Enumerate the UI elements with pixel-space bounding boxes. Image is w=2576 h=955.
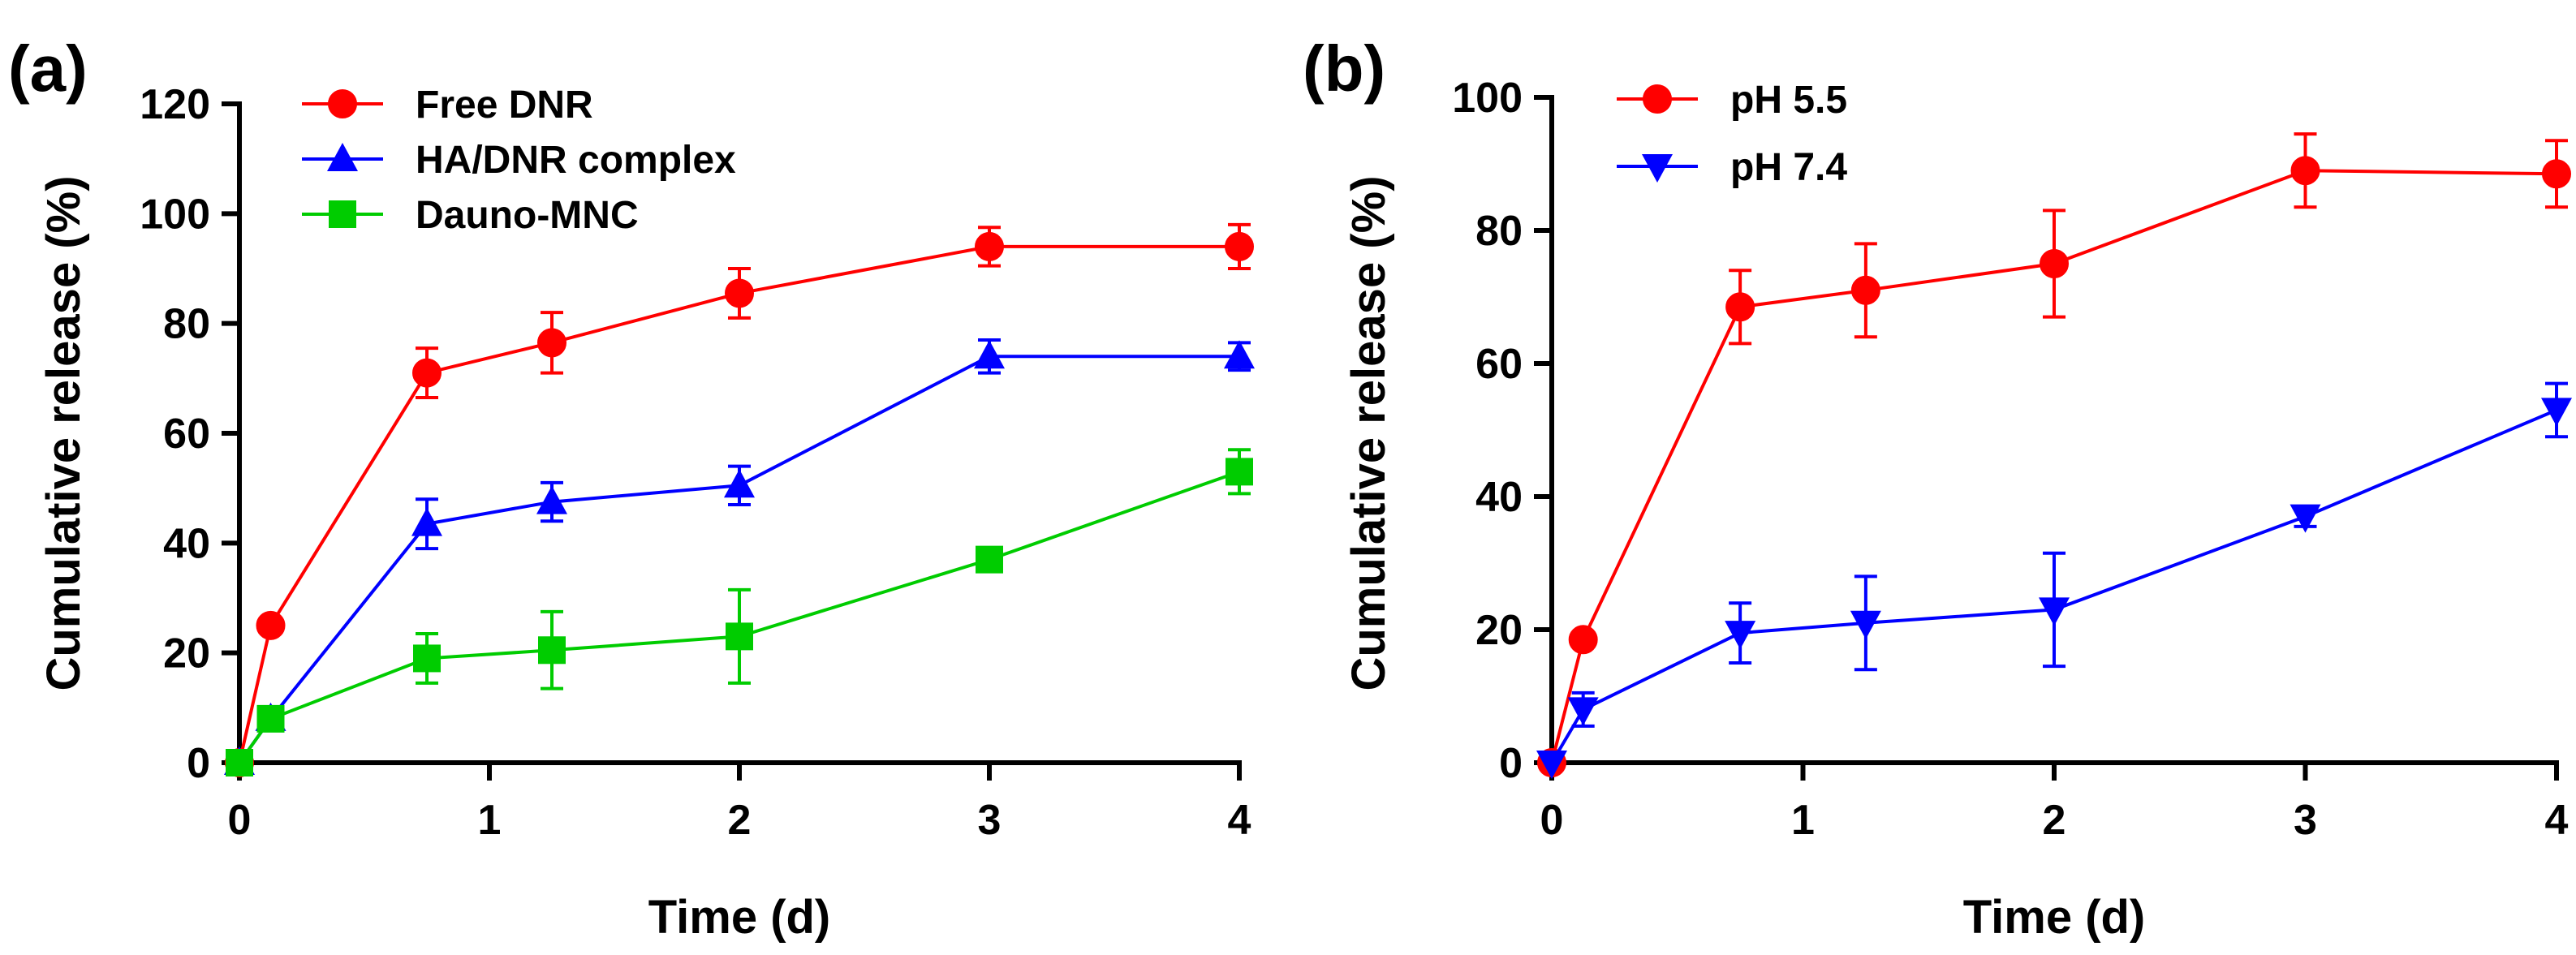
x-tick-label: 0 (228, 797, 252, 844)
data-point (726, 622, 753, 651)
y-tick-label: 20 (163, 630, 210, 678)
data-point (256, 704, 285, 733)
y-tick-label: 40 (163, 520, 210, 567)
data-point (2542, 159, 2571, 189)
series-ph-5-5 (1537, 132, 2571, 777)
legend-label: Dauno-MNC (416, 194, 639, 237)
legend-marker (329, 200, 356, 228)
y-tick-label: 100 (1452, 75, 1523, 122)
data-point (537, 328, 566, 358)
data-point (2040, 249, 2069, 278)
y-axis-title: Cumulative release (%) (37, 175, 90, 690)
series-dauno-mnc (226, 448, 1253, 776)
x-tick-label: 2 (2043, 797, 2066, 844)
x-axis-title: Time (d) (648, 891, 831, 944)
y-tick-label: 80 (163, 301, 210, 348)
legend-marker (1643, 84, 1672, 114)
data-point (1725, 621, 1756, 650)
data-point (1225, 231, 1254, 261)
y-tick-label: 40 (1475, 474, 1523, 521)
data-point (2290, 504, 2321, 533)
data-point (724, 469, 755, 498)
data-point (2541, 398, 2572, 427)
data-point (975, 231, 1004, 261)
data-point (725, 278, 754, 308)
x-tick-label: 3 (2294, 797, 2317, 844)
panel-a: (a) 0 20 40 60 80 100 120 0 1 2 3 4 Time (d) Cumulativ… (8, 32, 1255, 944)
x-tick-label: 1 (478, 797, 502, 844)
legend-marker (327, 143, 358, 171)
data-point (256, 610, 286, 640)
legend-marker (328, 89, 357, 118)
legend-label: pH 7.4 (1730, 146, 1847, 189)
x-axis-title: Time (d) (1963, 891, 2146, 944)
data-point (2039, 597, 2070, 626)
legend-marker (1642, 154, 1673, 183)
data-point (538, 636, 566, 665)
legend-label: HA/DNR complex (416, 139, 736, 182)
data-point (2290, 156, 2320, 186)
y-tick-label: 0 (1499, 740, 1523, 787)
data-point (1224, 340, 1255, 369)
series-ph-7-4 (1536, 381, 2572, 779)
x-tick-label: 2 (728, 797, 752, 844)
data-point (1536, 751, 1567, 779)
legend-entry: HA/DNR complex (302, 139, 736, 182)
legend-label: pH 5.5 (1730, 79, 1847, 122)
y-tick-label: 60 (163, 411, 210, 458)
y-tick-label: 60 (1475, 341, 1523, 388)
data-point (536, 485, 567, 514)
series-ha-dnr-complex (224, 338, 1255, 775)
legend-entry: Dauno-MNC (302, 194, 639, 237)
x-tick-label: 3 (978, 797, 1002, 844)
data-point (411, 507, 442, 536)
y-tick-label: 20 (1475, 607, 1523, 654)
data-point (1850, 275, 1880, 305)
data-point (226, 749, 253, 776)
y-tick-label: 120 (140, 81, 210, 128)
data-point (1850, 610, 1881, 639)
panel-label: (b) (1303, 32, 1385, 105)
data-point (974, 340, 1005, 369)
data-point (976, 545, 1003, 574)
legend-entry: pH 7.4 (1617, 146, 1847, 189)
y-tick-label: 100 (140, 191, 210, 238)
legend-entry: pH 5.5 (1617, 79, 1847, 122)
y-tick-label: 80 (1475, 208, 1523, 255)
y-axis-title: Cumulative release (%) (1342, 175, 1395, 690)
y-tick-label: 0 (187, 740, 210, 787)
series-line (238, 355, 1239, 764)
legend-entry: Free DNR (302, 84, 593, 127)
data-point (1226, 458, 1253, 486)
x-tick-label: 4 (2545, 797, 2569, 844)
data-point (1568, 625, 1598, 655)
panel-b: (b) 0 20 40 60 80 100 0 1 2 3 4 Time (d) Cumulative r… (1303, 32, 2572, 944)
data-point (412, 358, 442, 388)
x-tick-label: 1 (1791, 797, 1815, 844)
data-point (1725, 292, 1755, 322)
x-tick-label: 0 (1540, 797, 1564, 844)
x-tick-label: 4 (1228, 797, 1251, 844)
data-point (1567, 697, 1599, 726)
data-point (413, 644, 441, 673)
panel-label: (a) (8, 32, 88, 105)
legend-label: Free DNR (416, 84, 593, 127)
